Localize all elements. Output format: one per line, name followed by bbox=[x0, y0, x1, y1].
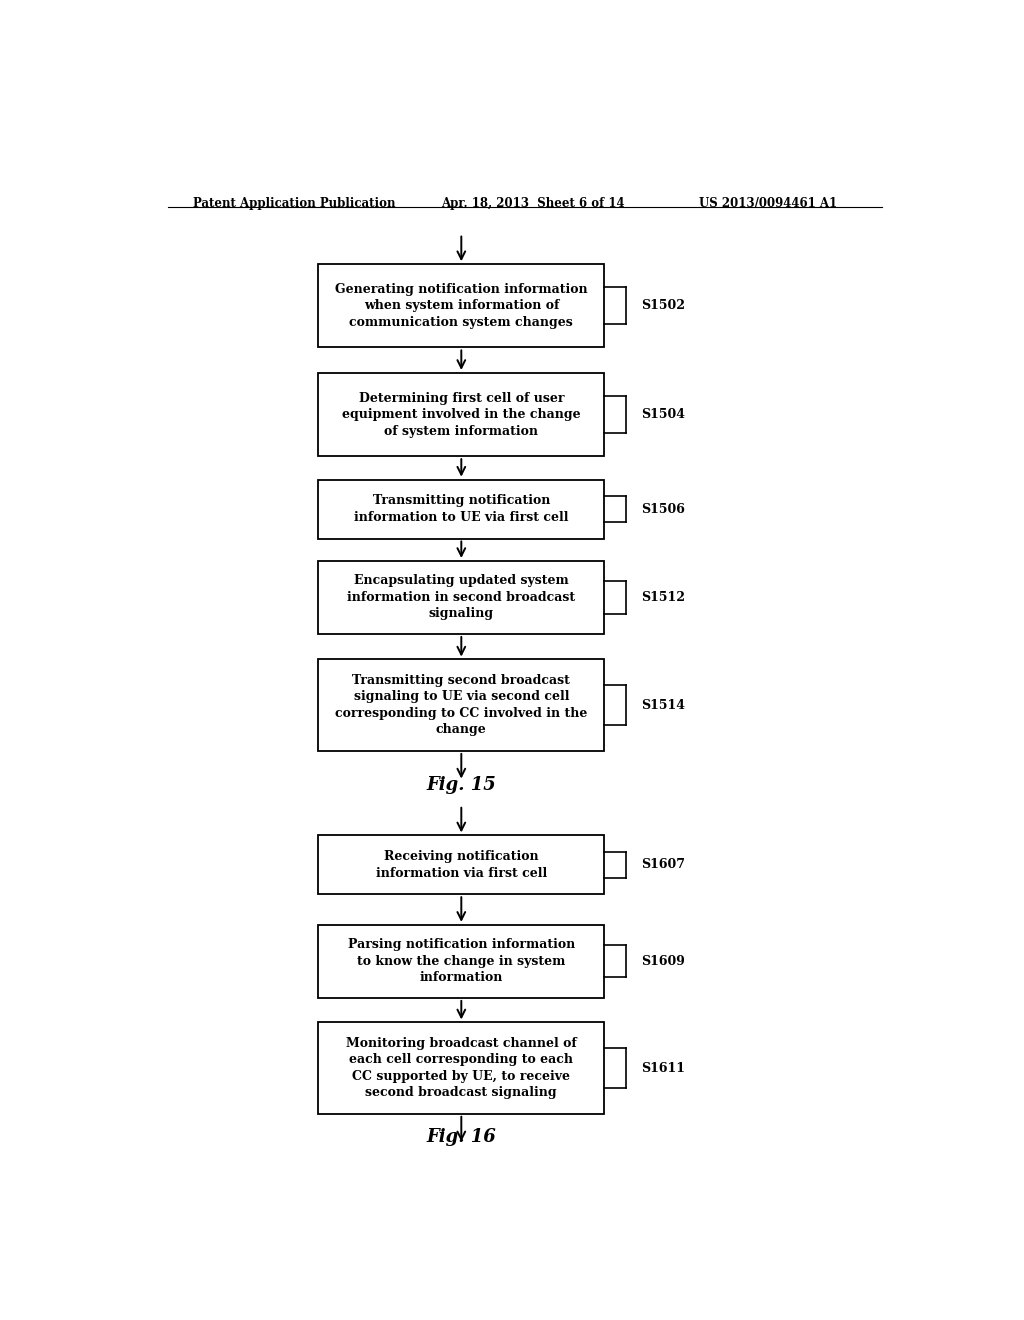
Bar bbox=[318, 561, 604, 634]
Text: S1514: S1514 bbox=[641, 698, 685, 711]
Text: Monitoring broadcast channel of
each cell corresponding to each
CC supported by : Monitoring broadcast channel of each cel… bbox=[346, 1036, 577, 1100]
Text: Transmitting notification
information to UE via first cell: Transmitting notification information to… bbox=[354, 494, 568, 524]
Text: S1611: S1611 bbox=[641, 1061, 685, 1074]
Text: S1607: S1607 bbox=[641, 858, 685, 871]
Text: S1504: S1504 bbox=[641, 408, 685, 421]
Text: Parsing notification information
to know the change in system
information: Parsing notification information to know… bbox=[348, 939, 574, 985]
Text: US 2013/0094461 A1: US 2013/0094461 A1 bbox=[699, 197, 838, 210]
Bar bbox=[318, 264, 604, 347]
Bar bbox=[318, 1022, 604, 1114]
Text: Receiving notification
information via first cell: Receiving notification information via f… bbox=[376, 850, 547, 879]
Text: Generating notification information
when system information of
communication sys: Generating notification information when… bbox=[335, 282, 588, 329]
Bar bbox=[318, 660, 604, 751]
Text: Transmitting second broadcast
signaling to UE via second cell
corresponding to C: Transmitting second broadcast signaling … bbox=[335, 675, 588, 737]
Text: S1512: S1512 bbox=[641, 591, 685, 605]
Text: Patent Application Publication: Patent Application Publication bbox=[194, 197, 395, 210]
Text: Fig. 15: Fig. 15 bbox=[426, 776, 497, 793]
Text: Fig. 16: Fig. 16 bbox=[426, 1129, 497, 1146]
Text: Encapsulating updated system
information in second broadcast
signaling: Encapsulating updated system information… bbox=[347, 574, 575, 620]
Bar bbox=[318, 372, 604, 457]
Bar bbox=[318, 925, 604, 998]
Text: S1506: S1506 bbox=[641, 503, 684, 516]
Text: S1502: S1502 bbox=[641, 300, 685, 313]
Bar bbox=[318, 836, 604, 894]
Text: Determining first cell of user
equipment involved in the change
of system inform: Determining first cell of user equipment… bbox=[342, 392, 581, 437]
Text: S1609: S1609 bbox=[641, 954, 684, 968]
Text: Apr. 18, 2013  Sheet 6 of 14: Apr. 18, 2013 Sheet 6 of 14 bbox=[441, 197, 625, 210]
Bar bbox=[318, 479, 604, 539]
